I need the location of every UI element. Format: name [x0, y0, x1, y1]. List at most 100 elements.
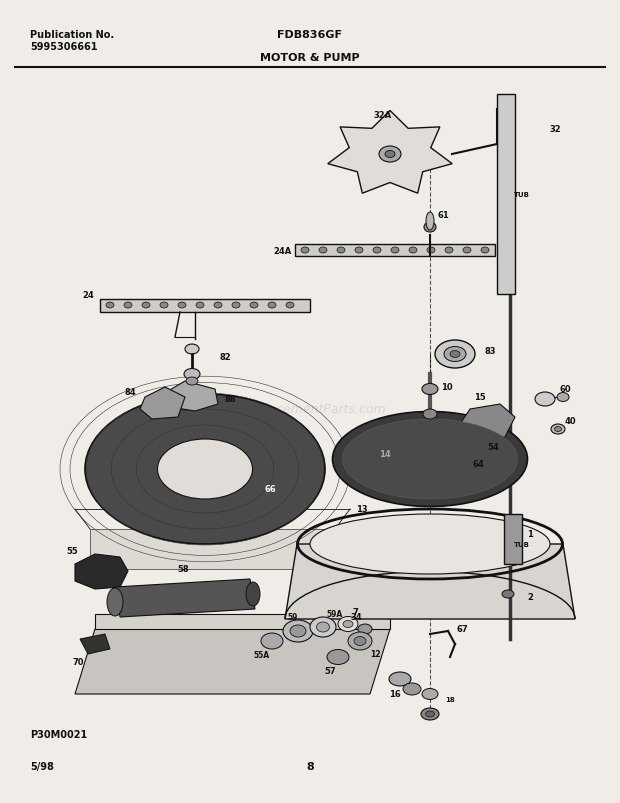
Ellipse shape	[157, 439, 252, 499]
Ellipse shape	[286, 303, 294, 308]
Polygon shape	[75, 554, 128, 589]
Ellipse shape	[268, 303, 276, 308]
Ellipse shape	[186, 377, 198, 385]
Bar	[504, 515, 522, 565]
Text: 12: 12	[370, 650, 380, 658]
Ellipse shape	[107, 589, 123, 616]
Ellipse shape	[481, 247, 489, 254]
Polygon shape	[95, 614, 390, 630]
Text: 13: 13	[356, 505, 368, 514]
Ellipse shape	[422, 384, 438, 395]
Text: 61: 61	[437, 210, 449, 219]
Text: 84: 84	[124, 388, 136, 397]
Ellipse shape	[327, 650, 349, 665]
Polygon shape	[168, 381, 218, 411]
Ellipse shape	[391, 247, 399, 254]
Text: 32A: 32A	[374, 110, 392, 120]
Ellipse shape	[310, 515, 550, 574]
Ellipse shape	[319, 247, 327, 254]
Text: 59A: 59A	[327, 609, 343, 619]
Text: 16: 16	[389, 690, 401, 699]
Text: 24A: 24A	[274, 247, 292, 256]
Text: eReplacementParts.com: eReplacementParts.com	[234, 403, 386, 416]
Polygon shape	[285, 544, 575, 619]
Ellipse shape	[425, 711, 435, 717]
Text: 15: 15	[474, 393, 486, 402]
Ellipse shape	[337, 247, 345, 254]
Text: 40: 40	[564, 417, 576, 426]
Ellipse shape	[421, 708, 439, 720]
Ellipse shape	[355, 247, 363, 254]
Text: 18: 18	[445, 696, 455, 702]
Ellipse shape	[261, 634, 283, 649]
Ellipse shape	[445, 247, 453, 254]
Text: 24: 24	[82, 291, 94, 300]
Text: TUB: TUB	[514, 192, 530, 198]
Ellipse shape	[185, 344, 199, 355]
Ellipse shape	[360, 638, 370, 646]
Text: 55A: 55A	[254, 650, 270, 660]
Ellipse shape	[301, 247, 309, 254]
Ellipse shape	[332, 412, 528, 507]
Ellipse shape	[124, 303, 132, 308]
Text: 55: 55	[66, 547, 78, 556]
Ellipse shape	[343, 621, 353, 628]
Text: TUB: TUB	[514, 541, 530, 548]
Text: 67: 67	[456, 625, 468, 634]
Text: 88: 88	[224, 395, 236, 404]
Text: 66: 66	[264, 485, 276, 494]
Text: 2: 2	[527, 593, 533, 601]
Text: 34: 34	[350, 613, 362, 622]
Ellipse shape	[424, 222, 436, 233]
Bar	[295, 245, 495, 257]
Ellipse shape	[379, 147, 401, 163]
Ellipse shape	[502, 590, 514, 598]
Text: 32: 32	[549, 125, 561, 134]
Text: 5/98: 5/98	[30, 761, 54, 771]
Text: 8: 8	[306, 761, 314, 771]
Ellipse shape	[246, 582, 260, 606]
Text: 59: 59	[288, 613, 298, 622]
Ellipse shape	[184, 369, 200, 380]
Ellipse shape	[409, 247, 417, 254]
Polygon shape	[140, 388, 185, 419]
Ellipse shape	[554, 427, 562, 432]
Ellipse shape	[106, 303, 114, 308]
Polygon shape	[80, 634, 110, 654]
Ellipse shape	[535, 393, 555, 406]
Ellipse shape	[385, 151, 395, 158]
Ellipse shape	[422, 689, 438, 699]
Polygon shape	[90, 529, 335, 569]
Ellipse shape	[557, 393, 569, 402]
Ellipse shape	[85, 394, 325, 544]
Ellipse shape	[551, 425, 565, 434]
Polygon shape	[115, 579, 255, 618]
Bar	[100, 300, 310, 312]
Text: 14: 14	[379, 450, 391, 459]
Ellipse shape	[283, 620, 313, 642]
Ellipse shape	[389, 672, 411, 686]
Ellipse shape	[142, 303, 150, 308]
Ellipse shape	[178, 303, 186, 308]
Ellipse shape	[348, 632, 372, 650]
Ellipse shape	[232, 303, 240, 308]
Text: 57: 57	[324, 666, 336, 675]
Polygon shape	[460, 405, 515, 439]
Ellipse shape	[403, 683, 421, 695]
Ellipse shape	[160, 303, 168, 308]
Ellipse shape	[373, 247, 381, 254]
Text: 58: 58	[177, 565, 189, 574]
Ellipse shape	[426, 213, 434, 230]
Text: 54: 54	[487, 443, 499, 452]
Ellipse shape	[444, 347, 466, 362]
Ellipse shape	[358, 624, 372, 634]
Text: P30M0021: P30M0021	[30, 729, 87, 739]
Polygon shape	[75, 630, 390, 694]
Ellipse shape	[338, 617, 358, 632]
Text: 64: 64	[472, 460, 484, 469]
Ellipse shape	[435, 340, 475, 369]
Ellipse shape	[214, 303, 222, 308]
Ellipse shape	[196, 303, 204, 308]
Ellipse shape	[250, 303, 258, 308]
Ellipse shape	[427, 247, 435, 254]
